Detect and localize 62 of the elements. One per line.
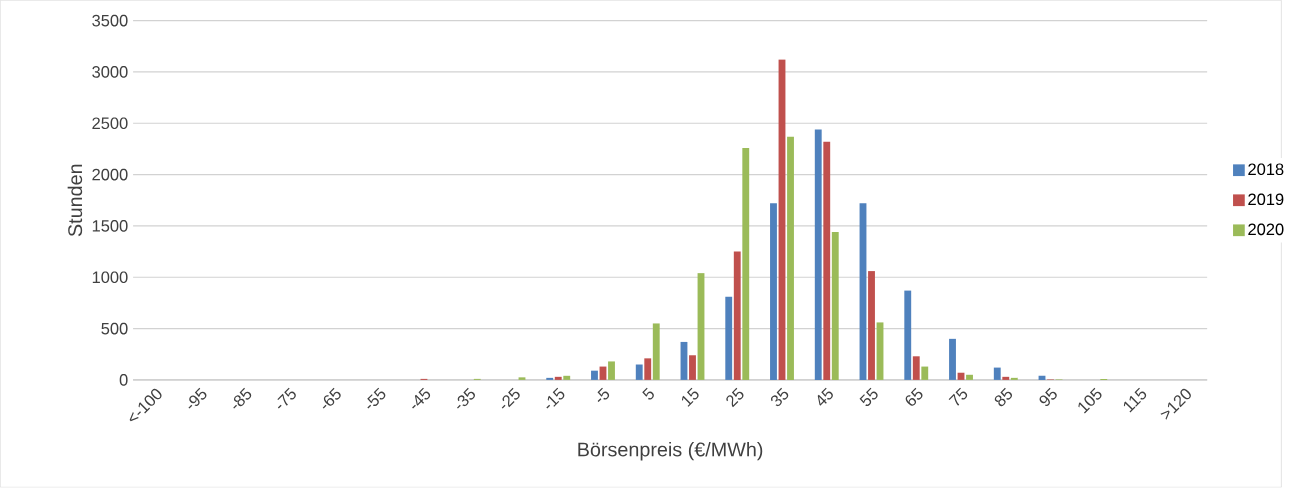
x-tick-label: -5 [597, 387, 610, 403]
y-tick-label: 500 [101, 322, 128, 335]
bar [1010, 378, 1018, 381]
bar [644, 358, 652, 381]
bar [733, 251, 741, 381]
x-axis-title: Börsenpreis (€/MWh) [578, 442, 763, 461]
bar [1002, 377, 1010, 381]
bar [652, 323, 660, 381]
y-tick-label: 2000 [92, 168, 128, 181]
bar [591, 370, 598, 381]
bar [770, 203, 777, 381]
x-tick-label: 95 [1039, 388, 1057, 407]
y-tick-label: 1000 [92, 271, 128, 284]
legend-label: 2020 [1248, 223, 1284, 236]
y-tick-label: 3500 [92, 14, 128, 27]
bar [814, 129, 822, 381]
bar [787, 136, 794, 381]
y-axis-title: Stunden [67, 164, 83, 237]
x-tick-label: -35 [456, 388, 475, 409]
bar [993, 367, 1001, 381]
bar [546, 378, 554, 381]
x-tick-label: -85 [233, 388, 252, 409]
x-tick-label: 55 [859, 387, 878, 407]
bar [823, 141, 831, 381]
bar [608, 361, 615, 381]
y-tick-label: 1500 [92, 220, 128, 232]
bar [912, 356, 920, 381]
x-tick-label: -15 [546, 387, 565, 409]
bar [725, 296, 733, 381]
x-tick-label: 45 [817, 387, 833, 406]
x-tick-label: 65 [905, 388, 923, 406]
x-tick-label: -45 [412, 387, 431, 409]
bar [966, 374, 973, 381]
legend-label: 2018 [1248, 163, 1284, 176]
x-tick-label: 75 [948, 387, 968, 406]
bar [949, 339, 956, 381]
bar [921, 366, 929, 381]
y-tick-label: 2500 [92, 117, 128, 130]
y-tick-label: 3000 [92, 66, 128, 78]
bar [742, 148, 750, 381]
y-tick-label: 0 [119, 374, 128, 386]
x-tick-label: 15 [681, 387, 699, 408]
x-tick-label: 35 [770, 388, 789, 407]
x-tick-label: -25 [501, 388, 520, 409]
x-tick-label: -95 [188, 388, 207, 409]
bar [868, 271, 875, 381]
x-tick-label: 25 [726, 388, 744, 408]
x-tick-label: -55 [367, 387, 386, 409]
legend-label: 2019 [1248, 193, 1284, 206]
bar [554, 377, 562, 381]
x-tick-label: -75 [277, 387, 296, 409]
x-tick-label: 85 [994, 388, 1013, 407]
bar [518, 377, 526, 381]
x-tick-label: -65 [322, 388, 341, 409]
x-tick-label: 115 [1123, 387, 1147, 413]
bar [689, 355, 696, 381]
bar [831, 232, 839, 381]
x-tick-label: 5 [642, 387, 654, 400]
x-tick-label: 105 [1078, 388, 1102, 414]
bar [904, 290, 912, 381]
bar [563, 376, 571, 381]
bar [635, 364, 643, 381]
